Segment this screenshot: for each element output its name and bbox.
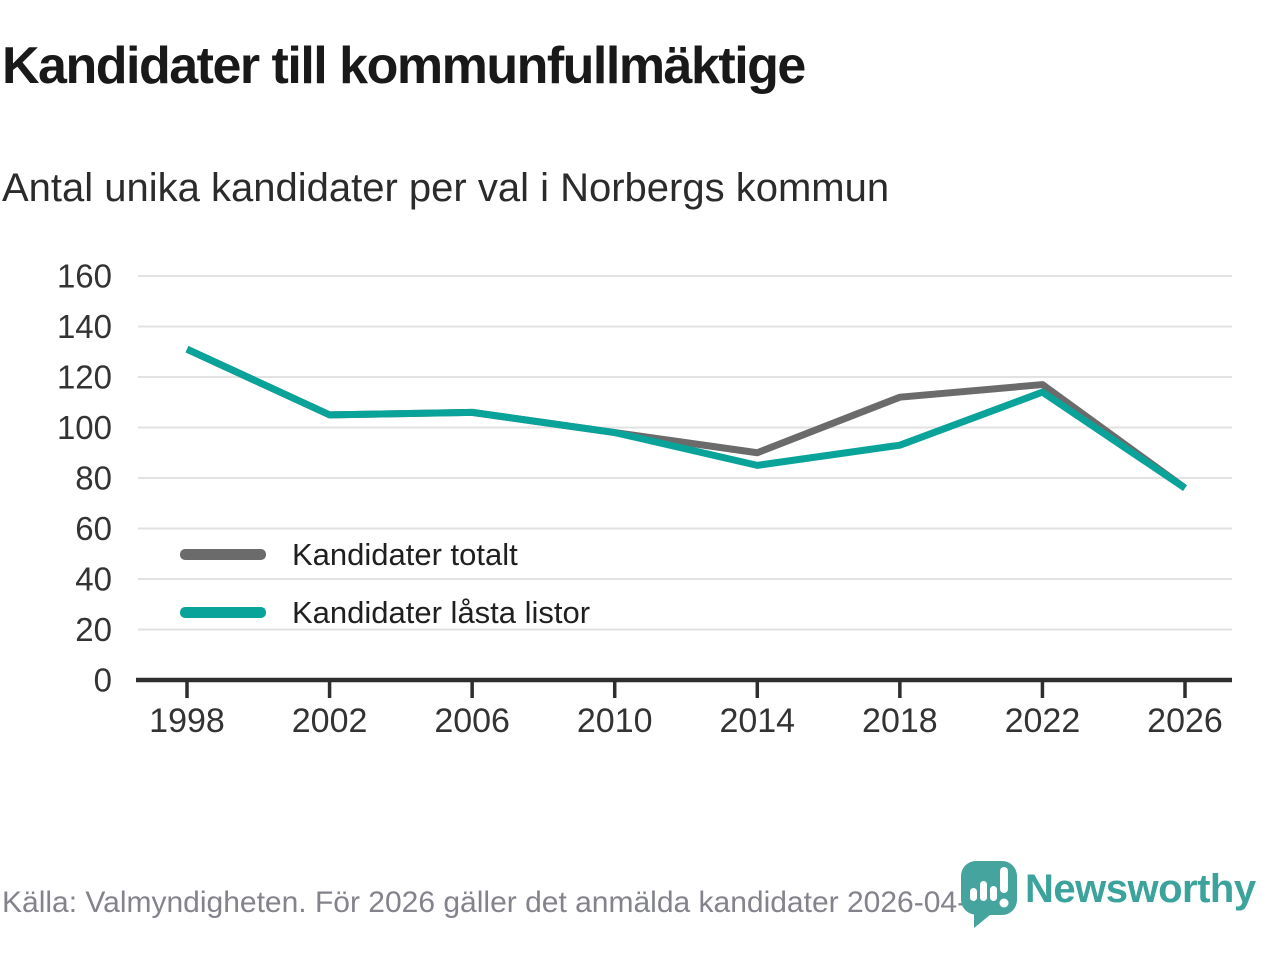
x-tick-label: 2010 <box>577 702 653 740</box>
y-tick-label: 0 <box>94 662 112 699</box>
legend-label-lasta-listor: Kandidater låsta listor <box>292 594 591 630</box>
legend-swatch-totalt <box>180 549 266 560</box>
y-tick-label: 60 <box>75 510 112 547</box>
x-tick-label: 1998 <box>149 702 225 740</box>
x-tick-label: 2014 <box>719 702 795 740</box>
series-line-0 <box>185 346 1188 491</box>
x-tick-label: 2018 <box>862 702 938 740</box>
legend-item-lasta-listor: Kandidater låsta listor <box>180 594 590 631</box>
x-tick-label: 2022 <box>1005 702 1081 740</box>
x-tick-label: 2006 <box>434 702 510 740</box>
x-tick-label: 2002 <box>292 702 368 740</box>
y-tick-label: 40 <box>75 561 112 598</box>
y-tick-label: 120 <box>57 359 112 396</box>
newsworthy-pin-bar-chart-icon <box>961 861 1017 928</box>
y-tick-label: 20 <box>75 611 112 648</box>
newsworthy-wordmark: Newsworthy <box>1025 867 1256 911</box>
y-tick-label: 80 <box>75 460 112 497</box>
x-tick-label: 2026 <box>1147 702 1223 740</box>
legend-label-totalt: Kandidater totalt <box>292 536 518 572</box>
page-title: Kandidater till kommunfullmäktige <box>2 37 806 95</box>
legend-item-totalt: Kandidater totalt <box>180 536 590 573</box>
legend-swatch-lasta-listor <box>180 607 266 618</box>
page-subtitle: Antal unika kandidater per val i Norberg… <box>2 166 890 210</box>
series-line-1 <box>185 346 1187 492</box>
y-tick-label: 140 <box>57 308 112 345</box>
newsworthy-logo: Newsworthy <box>960 860 1256 928</box>
source-note: Källa: Valmyndigheten. För 2026 gäller d… <box>2 886 1009 919</box>
legend: Kandidater totalt Kandidater låsta listo… <box>180 536 590 631</box>
y-tick-label: 100 <box>57 409 112 446</box>
y-tick-label: 160 <box>57 258 112 295</box>
